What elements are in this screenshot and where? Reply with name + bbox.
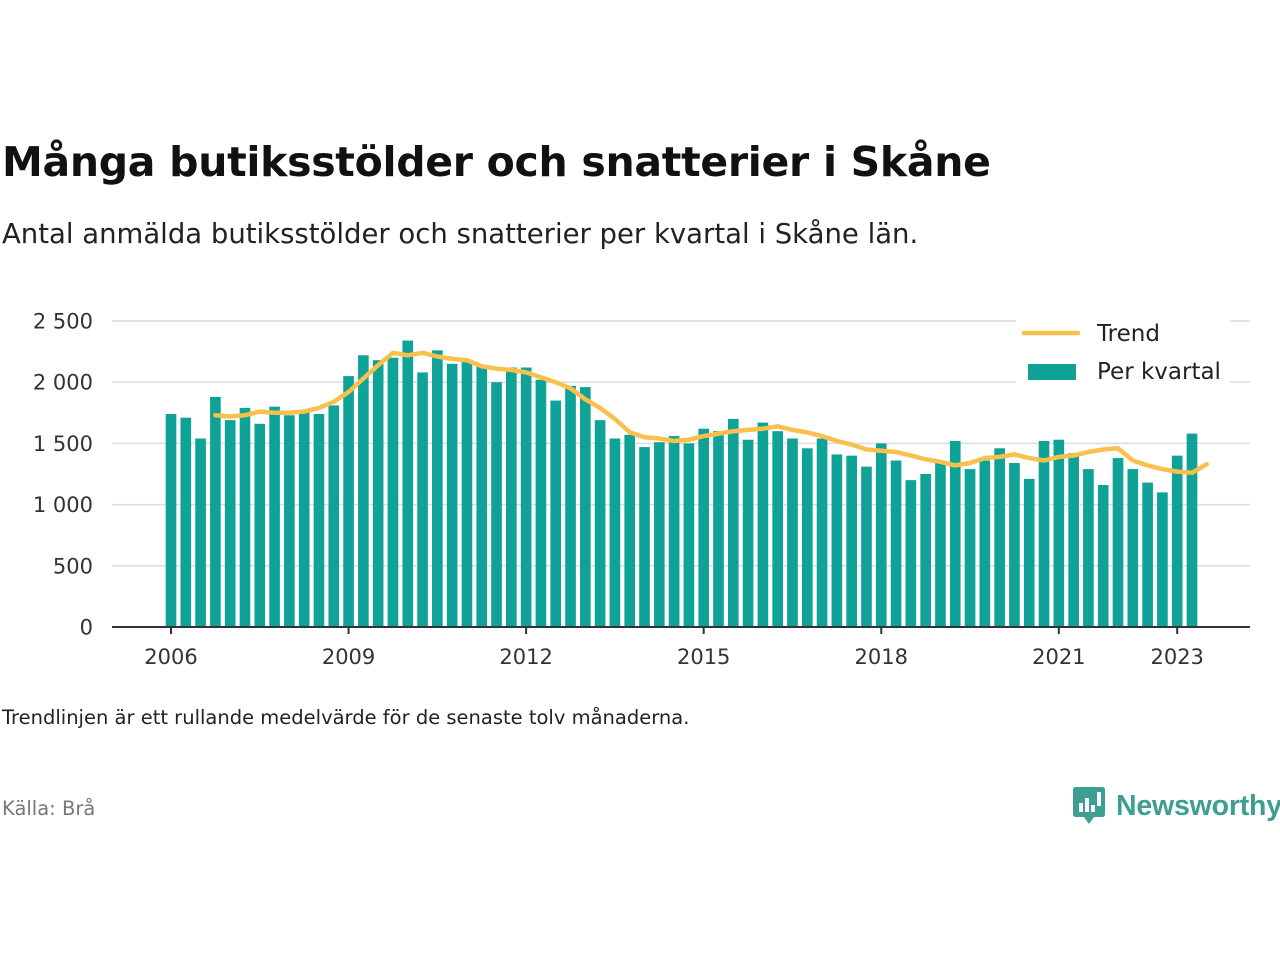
bar [446,363,458,627]
x-tick-label: 2006 [144,645,197,669]
bar [905,480,917,627]
bar [210,396,221,627]
bar [565,385,576,627]
bar [935,462,946,627]
bar [387,357,399,627]
bar [594,420,606,627]
bar [816,438,828,627]
bar [476,366,488,627]
bar [1023,478,1035,627]
bar [1068,453,1079,627]
legend: Trend Per kvartal [1016,312,1230,392]
y-axis-ticks: 0 500 1 000 1 500 2 000 2 500 [33,310,93,640]
bar [831,454,843,627]
bar [1038,440,1050,627]
bar [1127,469,1139,627]
y-tick-label: 2 000 [33,371,93,395]
bar [609,438,621,627]
bar [801,448,813,627]
x-tick-label: 2009 [322,645,375,669]
bar [772,431,784,627]
x-tick-label: 2018 [855,645,908,669]
bar [535,379,547,627]
bar [432,350,443,627]
x-axis-ticks: 2006 2009 2012 2015 2018 2021 2023 [144,627,1204,669]
bar-series [165,340,1198,627]
bar [787,438,798,627]
bar [994,448,1005,627]
bar [1186,433,1198,627]
newsworthy-logo-icon [1073,787,1105,824]
bar [180,417,192,627]
bar [298,411,310,627]
bar [1157,492,1168,627]
trend-line [213,350,1210,476]
chart-subtitle: Antal anmälda butiksstölder och snatteri… [2,218,919,250]
bar [949,440,961,627]
y-tick-label: 0 [80,616,93,640]
bar [461,361,473,627]
bar [520,367,532,627]
bar [358,355,369,627]
bar [165,414,177,627]
x-tick-label: 2012 [499,645,552,669]
y-tick-label: 1 000 [33,493,93,517]
bar [195,438,206,627]
bar [964,469,976,627]
x-tick-label: 2015 [677,645,730,669]
bar [624,434,636,627]
bar [491,382,502,627]
bar [402,340,414,627]
bar [372,360,384,627]
bar [506,367,517,627]
bar [653,442,665,627]
bar [1083,469,1094,627]
bar [846,455,857,627]
x-tick-label: 2021 [1032,645,1085,669]
bar [979,460,991,627]
bar [1142,482,1153,627]
bar [579,387,591,627]
bar [757,422,769,627]
bar [417,372,428,627]
bar [890,460,902,627]
bar [550,400,562,627]
bar [639,447,650,627]
chart-title: Många butiksstölder och snatterier i Skå… [2,138,991,186]
bar [343,376,354,627]
bar [698,428,710,627]
bar [683,443,695,627]
bar [1009,462,1020,627]
bar [1171,455,1183,627]
bar [313,414,325,627]
bar [742,439,754,627]
legend-trend-label: Trend [1096,321,1160,347]
trend-note: Trendlinjen är ett rullande medelvärde f… [2,706,690,729]
legend-bar-swatch [1028,364,1076,380]
y-tick-label: 1 500 [33,432,93,456]
bar [727,418,739,627]
bar [224,420,236,627]
bar [875,443,887,627]
bar [668,436,680,627]
bar [861,466,872,627]
source-label: Källa: Brå [2,797,96,820]
bar [328,405,340,627]
bar [1112,458,1124,627]
chart: 2006 2009 2012 2015 2018 2021 2023 0 500 1 000 1 … [33,310,1250,669]
brand-logo: Newsworthy [1072,784,1280,828]
y-tick-label: 500 [53,554,93,578]
brand-name: Newsworthy [1116,789,1280,822]
bar [1097,485,1109,627]
bar [239,407,251,627]
x-tick-label: 2023 [1150,645,1203,669]
legend-bar-label: Per kvartal [1097,359,1221,385]
bar [920,474,931,627]
bar [269,406,280,627]
bar [713,431,724,627]
bar [1053,439,1065,627]
bar [284,415,295,627]
bar [254,423,266,627]
y-tick-label: 2 500 [33,310,93,334]
